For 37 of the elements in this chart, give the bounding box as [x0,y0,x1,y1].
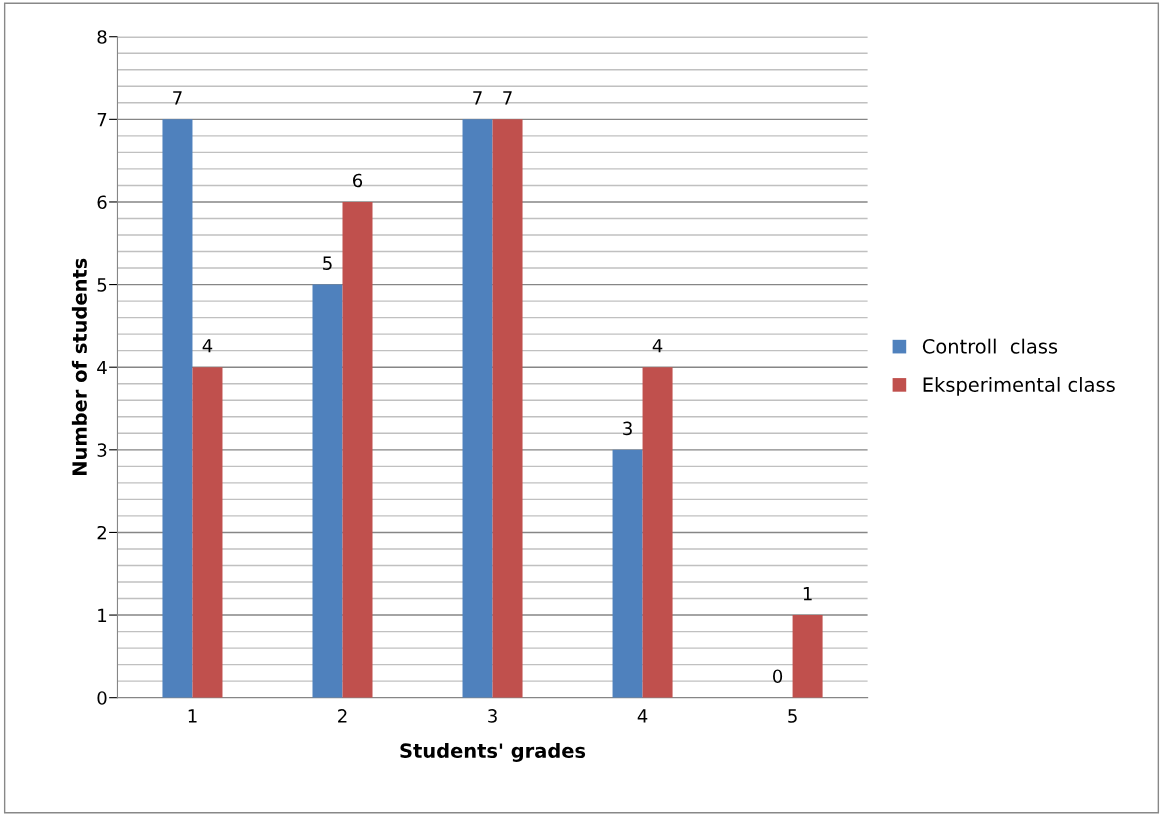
x-tick-label: 1 [188,709,197,723]
bar [642,367,673,698]
data-label: 6 [353,173,363,188]
y-tick-label: 2 [97,525,106,540]
bar [162,119,193,698]
x-tick-label: 5 [788,709,797,723]
data-label: 0 [773,669,783,684]
data-label: 7 [503,91,512,105]
bar [492,119,523,698]
bar [612,449,643,698]
x-tick-label: 4 [637,709,648,723]
y-tick-label: 6 [97,195,107,210]
bar [792,615,823,698]
bar [312,284,343,698]
bar [462,119,493,698]
y-tick-label: 1 [98,608,107,622]
y-tick-label: 4 [97,360,107,375]
y-tick-label: 0 [97,691,107,705]
data-label: 5 [323,256,332,270]
bar [192,367,223,698]
y-axis-title: Number of students [71,258,87,475]
data-label: 4 [652,339,663,353]
data-label: 7 [173,91,182,105]
data-label: 7 [473,91,482,105]
x-tick-label: 3 [488,709,497,723]
y-tick-label: 8 [97,30,107,44]
y-tick-label: 5 [97,278,107,292]
x-axis-title: Students' grades [400,742,586,762]
bar [342,201,373,698]
legend-label: Controll class [922,338,1058,354]
y-tick-label: 7 [97,113,107,127]
x-tick-label: 2 [338,709,347,723]
data-label: 3 [623,421,632,436]
data-label: 4 [202,339,213,353]
legend-label: Eksperimental class [923,376,1115,396]
data-label: 1 [803,587,812,601]
y-tick-label: 3 [97,443,107,457]
